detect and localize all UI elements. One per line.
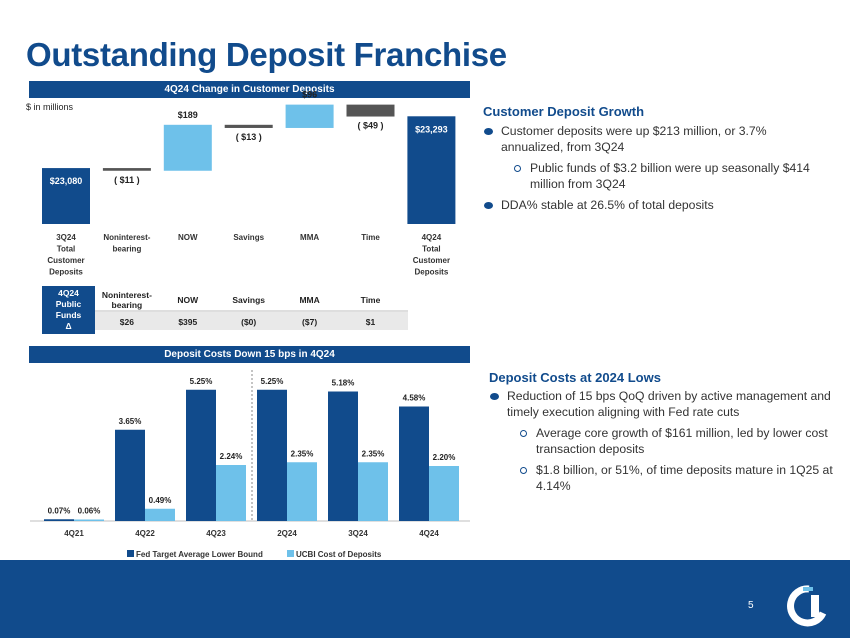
waterfall-bar bbox=[224, 124, 273, 128]
bar bbox=[216, 465, 246, 521]
page-title: Outstanding Deposit Franchise bbox=[26, 36, 507, 73]
customer-deposit-growth-title: Customer Deposit Growth bbox=[483, 104, 645, 119]
data-label: $23,080 bbox=[50, 176, 83, 186]
bar bbox=[186, 389, 216, 521]
bar bbox=[115, 429, 145, 521]
category-label: 4Q24 bbox=[419, 529, 439, 538]
category-label: NOW bbox=[178, 233, 198, 242]
table-cell: $395 bbox=[178, 317, 197, 327]
bar bbox=[145, 508, 175, 521]
bar bbox=[429, 466, 459, 521]
table-column-header: NOW bbox=[177, 295, 199, 305]
data-label: 2.35% bbox=[362, 449, 385, 458]
data-label: 2.24% bbox=[220, 452, 243, 461]
data-label: ( $49 ) bbox=[357, 121, 383, 131]
deposit-costs-chart: 0.07% 0.06% 4Q21 3.65% 0.49% 4Q22 5.25% 2.24% 4Q… bbox=[30, 370, 470, 559]
waterfall-bar bbox=[102, 168, 151, 171]
waterfall-bar bbox=[42, 168, 90, 224]
data-label: 5.25% bbox=[261, 377, 284, 386]
table-row-header: 4Q24 Public Funds Δ bbox=[56, 288, 82, 331]
customer-deposit-growth-bullets: Customer deposits were up $213 million, … bbox=[483, 124, 828, 220]
data-label: $189 bbox=[178, 110, 198, 120]
category-label: Time bbox=[361, 233, 380, 242]
list-item: Average core growth of $161 million, led… bbox=[519, 426, 834, 457]
category-label: 4Q23 bbox=[206, 529, 226, 538]
list-item: $1.8 billion, or 51%, of time deposits m… bbox=[519, 463, 834, 494]
bar bbox=[358, 462, 388, 521]
legend-swatch bbox=[127, 550, 134, 557]
page-number: 5 bbox=[748, 600, 754, 611]
deposit-costs-lows-title: Deposit Costs at 2024 Lows bbox=[489, 370, 661, 385]
data-label: 4.58% bbox=[403, 394, 426, 403]
table-cell: ($7) bbox=[302, 317, 317, 327]
bar bbox=[287, 462, 317, 521]
waterfall-chart: $23,080 3Q24 Total Customer Deposits ( $11 ) N… bbox=[42, 90, 456, 334]
list-item: Reduction of 15 bps QoQ driven by active… bbox=[489, 389, 834, 420]
waterfall-bar bbox=[407, 116, 456, 224]
category-label: MMA bbox=[300, 233, 319, 242]
category-label: 3Q24 bbox=[348, 529, 368, 538]
waterfall-chart-heading: 4Q24 Change in Customer Deposits bbox=[29, 81, 470, 98]
data-label: 5.18% bbox=[332, 379, 355, 388]
data-label: ( $13 ) bbox=[236, 132, 262, 142]
data-label: 5.25% bbox=[190, 377, 213, 386]
bar bbox=[399, 406, 429, 521]
units-note: $ in millions bbox=[26, 102, 74, 112]
deposit-costs-lows-bullets: Reduction of 15 bps QoQ driven by active… bbox=[489, 389, 834, 500]
category-label: 3Q24 Total Customer Deposits bbox=[47, 233, 84, 277]
category-label: 4Q21 bbox=[64, 529, 84, 538]
table-row-header-bg bbox=[42, 286, 95, 334]
table-column-header: MMA bbox=[299, 295, 319, 305]
bar bbox=[44, 519, 74, 521]
data-label: 2.20% bbox=[433, 453, 456, 462]
bar bbox=[328, 391, 358, 521]
table-cell: ($0) bbox=[241, 317, 256, 327]
data-label: $96 bbox=[302, 90, 317, 100]
list-item: DDA% stable at 26.5% of total deposits bbox=[483, 198, 828, 214]
public-funds-table: 4Q24 Public Funds Δ Noninterest-bearing $26 N… bbox=[42, 286, 408, 334]
waterfall-bar bbox=[346, 104, 395, 117]
legend-swatch bbox=[287, 550, 294, 557]
waterfall-bar bbox=[285, 104, 334, 128]
data-label: ( $11 ) bbox=[114, 175, 140, 185]
table-column-header: Savings bbox=[232, 295, 265, 305]
data-label: 0.06% bbox=[78, 507, 101, 516]
deposit-costs-chart-heading: Deposit Costs Down 15 bps in 4Q24 bbox=[29, 346, 470, 363]
data-label: 3.65% bbox=[119, 417, 142, 426]
data-label: $23,293 bbox=[415, 124, 448, 134]
company-logo-icon bbox=[787, 585, 827, 627]
category-label: Noninterest-bearing bbox=[103, 233, 150, 254]
list-item: Public funds of $3.2 billion were up sea… bbox=[513, 161, 828, 192]
category-label: 4Q24 Total Customer Deposits bbox=[413, 233, 450, 277]
table-column-header: Noninterest-bearing bbox=[102, 290, 152, 310]
footer-band bbox=[0, 560, 850, 638]
data-label: 2.35% bbox=[291, 449, 314, 458]
bar bbox=[257, 389, 287, 521]
legend-label: Fed Target Average Lower Bound bbox=[136, 550, 263, 559]
waterfall-bar bbox=[163, 124, 212, 171]
category-label: Savings bbox=[233, 233, 264, 242]
table-column-header: Time bbox=[361, 295, 381, 305]
data-label: 0.07% bbox=[48, 506, 71, 515]
category-label: 2Q24 bbox=[277, 529, 297, 538]
legend-label: UCBI Cost of Deposits bbox=[296, 550, 382, 559]
table-values-bg bbox=[95, 312, 408, 330]
list-item: Customer deposits were up $213 million, … bbox=[483, 124, 828, 155]
bar bbox=[74, 519, 104, 521]
table-cell: $26 bbox=[120, 317, 134, 327]
table-cell: $1 bbox=[366, 317, 376, 327]
category-label: 4Q22 bbox=[135, 529, 155, 538]
data-label: 0.49% bbox=[149, 496, 172, 505]
